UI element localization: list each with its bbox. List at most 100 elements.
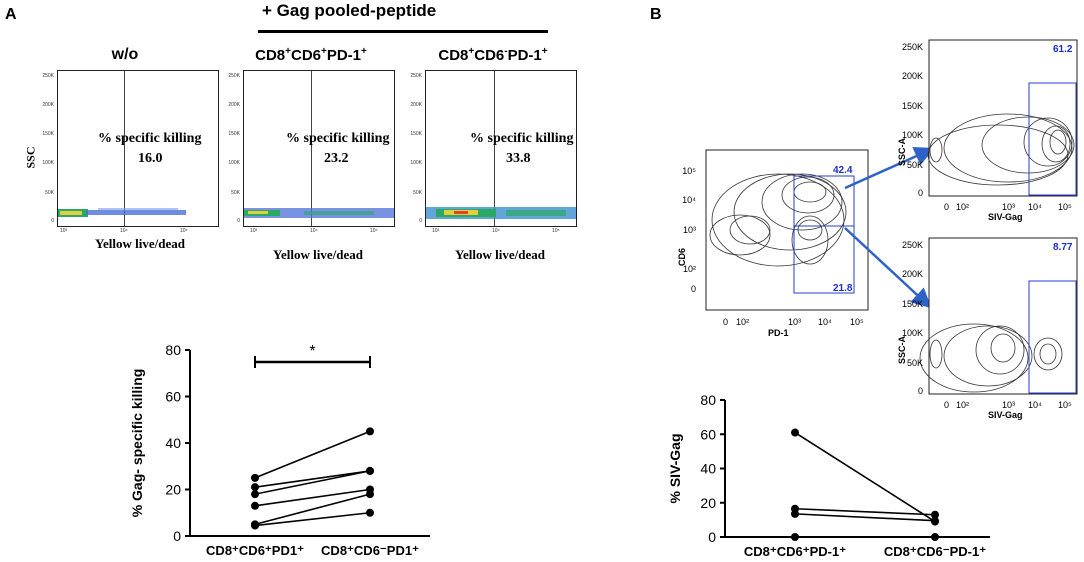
y-tick-label: 0 (708, 529, 716, 545)
ytick: 100K (42, 160, 54, 166)
xtick: 10⁴ (818, 317, 832, 327)
data-point (791, 509, 799, 518)
ytick: 10² (683, 264, 696, 274)
chart-a: 0 20 40 60 80 % Gag- specific killing CD8⁺CD6⁺… (129, 342, 430, 558)
category-label: CD8⁺CD6⁺PD-1⁺ (744, 544, 846, 559)
y-tick-label: 60 (700, 426, 716, 442)
cd6-contour-plot: CD6 10⁵ 10⁴ 10³ 10² 0 0 10² 10³ 10⁴ 10⁵ … (677, 149, 869, 338)
xtick: 10² (956, 202, 969, 212)
data-point (931, 533, 939, 541)
pair-line (254, 488, 371, 507)
y-tick-label: 80 (165, 342, 181, 358)
gate-arrows (844, 146, 935, 309)
siv-gate-value: 61.2 (1053, 44, 1073, 55)
xtick: 10³ (788, 317, 801, 327)
y-tick-label: 40 (700, 461, 716, 477)
ytick: 250K (410, 73, 422, 79)
xtick: 10⁵ (180, 228, 188, 234)
y-tick-label: 40 (165, 435, 181, 451)
pair-line (794, 513, 936, 522)
ytick: 200K (902, 269, 923, 279)
flow-plot-3: % specific killing 33.8 (425, 70, 577, 227)
ytick: 0 (918, 386, 923, 396)
ytick: 200K (228, 102, 240, 108)
xtick: 0 (723, 317, 728, 327)
data-point (251, 483, 259, 492)
data-point (251, 501, 259, 510)
siv-x-label: SIV-Gag (988, 212, 1023, 222)
category-label: CD8⁺CD6⁻PD-1⁺ (884, 544, 986, 559)
panel-a-letter: A (5, 6, 17, 23)
ytick: 50K (45, 190, 54, 196)
y-tick-label: 0 (173, 528, 181, 544)
panel-b-letter: B (650, 6, 662, 23)
siv-y-label: SSC-A (897, 137, 907, 166)
ytick: 0 (691, 284, 696, 294)
xtick: 10⁵ (850, 317, 864, 327)
siv-plot-2: SSC-A 250K 200K 150K 100K 50K 0 0 10² 10… (897, 237, 1078, 420)
gate-line (494, 71, 495, 226)
xtick: 10⁵ (370, 228, 378, 234)
ytick: 150K (902, 299, 923, 309)
ytick: 10³ (683, 225, 696, 235)
y-tick-label: 60 (165, 389, 181, 405)
data-point (931, 516, 939, 525)
xtick: 0 (944, 202, 949, 212)
header-bar (258, 30, 548, 33)
killing-label: % specific killing (98, 131, 202, 146)
upper-gate-value: 42.4 (833, 165, 853, 176)
ytick: 0 (419, 218, 422, 224)
ytick: 150K (410, 131, 422, 137)
category-label: CD8⁺CD6⁻PD1⁺ (321, 543, 419, 558)
plot3-title: CD8+CD6-PD-1+ (438, 46, 548, 64)
ytick: 50K (907, 358, 923, 368)
lower-arrow (844, 227, 932, 309)
ytick: 100K (902, 130, 923, 140)
x-label: Yellow live/dead (95, 236, 185, 251)
cd6-y-label: CD6 (677, 248, 687, 266)
ytick: 200K (42, 102, 54, 108)
sig-star: * (309, 343, 315, 360)
ytick: 150K (42, 131, 54, 137)
ytick: 100K (228, 160, 240, 166)
gate-line (124, 71, 125, 226)
xtick: 10⁵ (552, 228, 560, 234)
y-axis-label: % SIV-Gag (667, 433, 683, 503)
y-tick-label: 20 (700, 495, 716, 511)
x-label: Yellow live/dead (273, 247, 363, 262)
ytick: 150K (228, 131, 240, 137)
killing-value: 33.8 (506, 151, 531, 166)
ytick: 50K (907, 160, 923, 170)
panel-a-header: + Gag pooled-peptide (262, 1, 437, 20)
pair-line (794, 431, 936, 523)
pair-line (254, 470, 371, 495)
data-point (366, 490, 374, 499)
y-tick-label: 20 (165, 482, 181, 498)
data-point (251, 490, 259, 499)
gate-line (311, 71, 312, 226)
xtick: 10⁵ (1058, 202, 1072, 212)
cell-density (426, 207, 576, 219)
lower-gate-value: 21.8 (833, 283, 853, 294)
flow-plot-1: % specific killing 16.0 (57, 70, 219, 227)
killing-label: % specific killing (470, 131, 574, 146)
pair-line (254, 493, 371, 526)
upper-arrow (844, 146, 935, 190)
flow-plot-2: % specific killing 23.2 (243, 70, 395, 227)
xtick: 10³ (432, 228, 440, 234)
ytick: 100K (410, 160, 422, 166)
cd6-x-label: PD-1 (768, 328, 789, 338)
ytick: 0 (237, 218, 240, 224)
xtick: 10³ (1002, 202, 1015, 212)
xtick: 10² (736, 317, 749, 327)
ytick: 200K (410, 102, 422, 108)
xtick: 10⁴ (120, 228, 128, 234)
ytick: 250K (42, 73, 54, 79)
ytick: 250K (228, 73, 240, 79)
data-point (366, 508, 374, 517)
siv-gate-value: 8.77 (1053, 242, 1073, 253)
y-tick-label: 80 (700, 392, 716, 408)
killing-value: 23.2 (324, 151, 349, 166)
ytick: 50K (231, 190, 240, 196)
plot2-title: CD8+CD6+PD-1+ (255, 46, 367, 64)
